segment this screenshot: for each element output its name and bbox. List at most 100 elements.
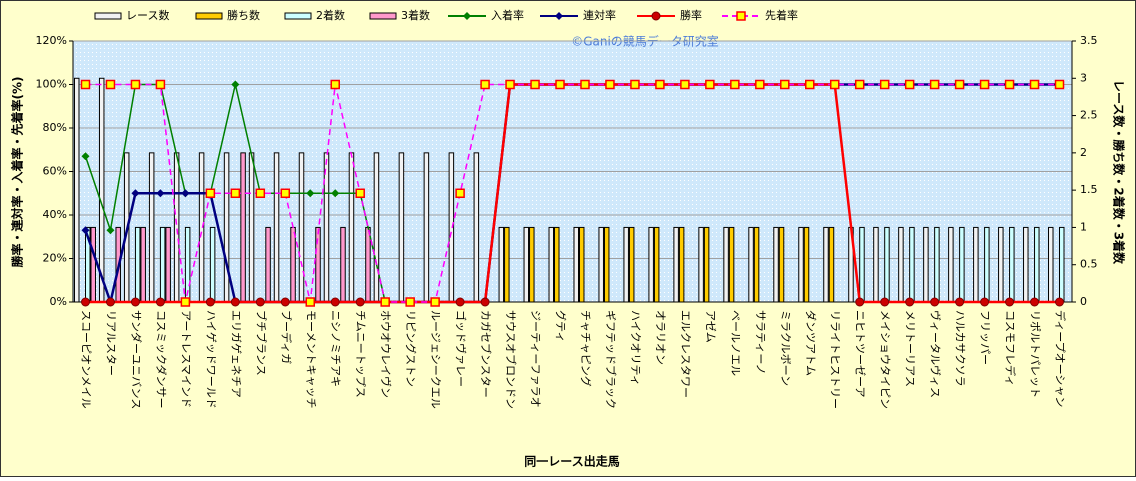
bar [1034, 226, 1040, 303]
legend-label: 2着数 [316, 8, 345, 22]
marker [106, 226, 115, 235]
bar [909, 226, 915, 303]
x-tick-label: グティ [554, 310, 568, 342]
x-tick-label: サウスオブロンドン [504, 310, 518, 409]
bar [873, 226, 879, 303]
bar [728, 226, 735, 303]
x-tick-label: ヴィータルヴィス [929, 310, 943, 398]
marker [955, 297, 965, 307]
bar [298, 152, 305, 303]
marker [904, 79, 915, 90]
y2-tick-label: 1.5 [1080, 183, 1098, 196]
marker [880, 297, 890, 307]
marker [755, 79, 765, 90]
marker [1030, 297, 1040, 307]
x-tick-label: ゴッドヴァレー [454, 310, 468, 387]
y2-tick-label: 2.5 [1080, 109, 1098, 122]
bar [473, 152, 480, 303]
marker [205, 188, 216, 198]
y-tick-label: 40% [43, 208, 67, 221]
bar [973, 226, 979, 303]
bar [678, 226, 685, 303]
bar [948, 226, 954, 303]
y-tick-label: 120% [36, 34, 67, 47]
x-tick-label: ハイクオリティ [629, 310, 642, 386]
marker [130, 297, 140, 307]
x-tick-label: エルクレスタワー [679, 310, 692, 398]
marker [155, 297, 165, 307]
bar [778, 226, 785, 303]
bar [748, 226, 754, 303]
x-tick-label: メイショウタイピン [879, 310, 892, 409]
bar [573, 226, 579, 303]
bar [578, 226, 585, 303]
y2-tick-label: 3.5 [1080, 34, 1098, 47]
legend-swatch [369, 12, 397, 20]
marker [230, 297, 240, 307]
bar [773, 226, 779, 303]
x-tick-label: リピングストン [404, 310, 418, 387]
x-tick-label: フリッパー [979, 310, 992, 365]
x-tick-label: ダンツアトム [804, 310, 818, 376]
x-tick-label: リライトヒストリー [829, 310, 842, 409]
legend-swatch [284, 12, 312, 20]
bar [753, 226, 760, 303]
bar [823, 226, 829, 303]
marker [331, 189, 340, 198]
bar [498, 226, 505, 303]
marker [905, 297, 915, 307]
y-tick-label: 20% [43, 252, 67, 265]
x-axis-title: 同一レース出走馬 [524, 454, 619, 469]
x-tick-label: モーメントキャッチ [304, 310, 317, 409]
marker [980, 297, 990, 307]
y2-tick-label: 0 [1080, 295, 1087, 308]
bar [554, 226, 560, 303]
y-tick-label: 60% [43, 165, 67, 178]
marker [355, 297, 365, 307]
x-tick-label: ルージェシークエル [429, 310, 442, 409]
marker [231, 80, 240, 89]
bar [934, 226, 940, 303]
y2-tick-label: 3 [1080, 71, 1087, 84]
bar [273, 152, 280, 303]
x-tick-label: リアルスター [104, 310, 117, 376]
bar [859, 226, 865, 303]
legend-label: 勝率 [680, 8, 702, 22]
x-tick-label: ギフテッドブラック [604, 310, 618, 409]
marker [155, 79, 166, 90]
bar [1048, 226, 1054, 303]
marker [580, 79, 590, 90]
marker [954, 79, 965, 90]
marker [306, 189, 315, 198]
marker [105, 297, 115, 307]
marker [854, 79, 865, 90]
bar [248, 152, 255, 303]
y-tick-label: 80% [43, 121, 67, 134]
marker [80, 79, 91, 90]
marker [156, 189, 165, 198]
marker [555, 79, 565, 90]
marker [480, 79, 490, 90]
marker [380, 297, 390, 307]
bar [365, 226, 371, 303]
bar [423, 152, 430, 303]
x-tick-label: アートレスマインド [179, 310, 192, 408]
bar [134, 226, 141, 303]
x-tick-label: コスモフレディ [1004, 310, 1018, 386]
bar [798, 226, 804, 303]
marker [280, 297, 290, 307]
marker [455, 188, 465, 198]
x-tick-label: サンダーユニバンス [129, 310, 143, 409]
bar [884, 226, 890, 303]
marker [929, 79, 940, 90]
marker [105, 79, 116, 90]
marker [330, 297, 340, 307]
x-tick-label: リポルトパレット [1029, 310, 1042, 398]
y-tick-label: 100% [36, 78, 67, 91]
marker [651, 11, 661, 21]
marker [630, 79, 640, 90]
marker [780, 79, 790, 90]
bar [998, 226, 1004, 303]
marker [855, 297, 865, 307]
bar [653, 226, 660, 303]
